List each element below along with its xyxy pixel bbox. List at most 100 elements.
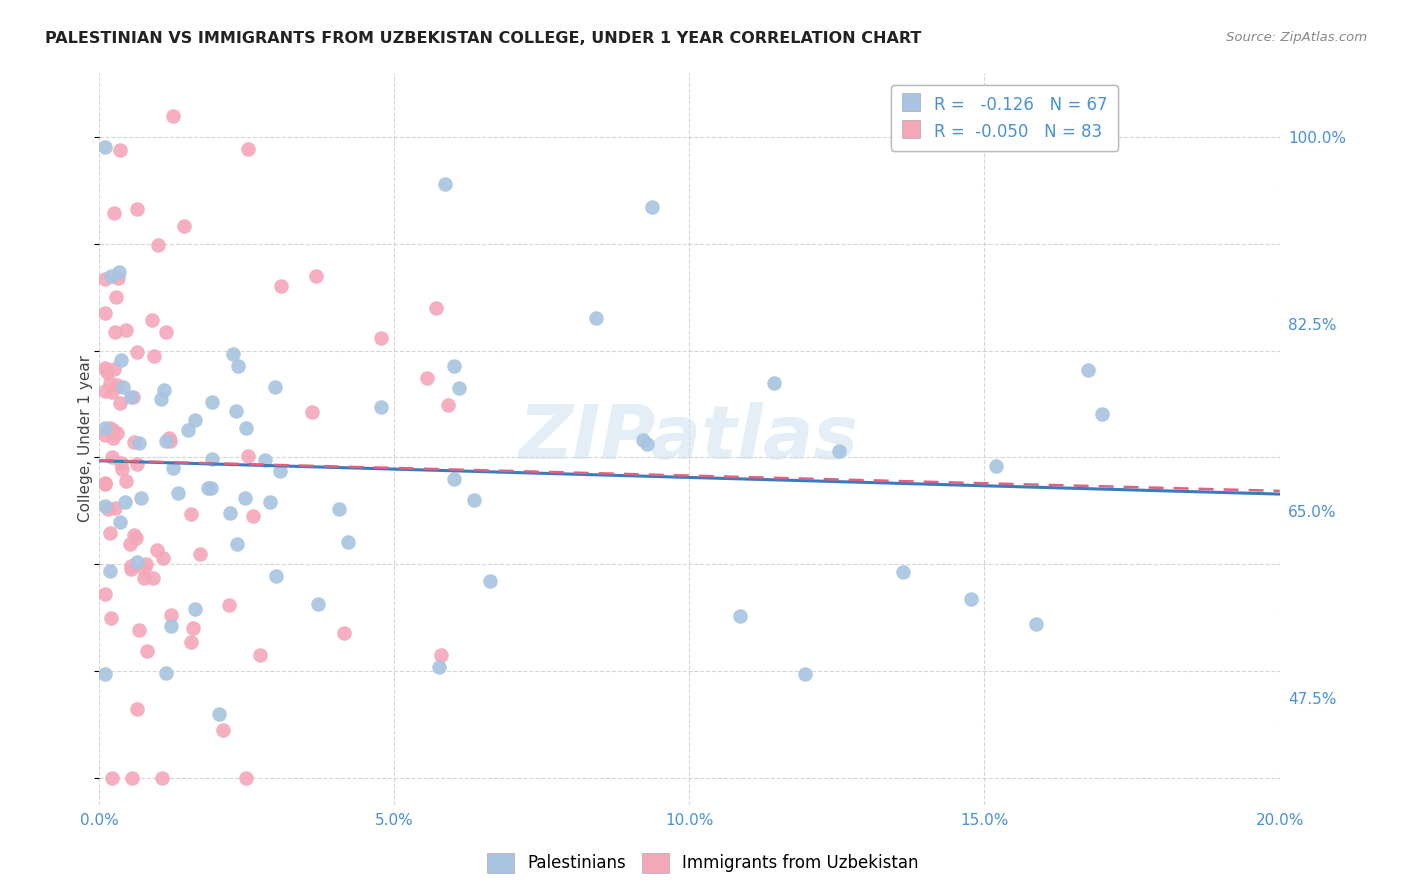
Point — [128, 436, 150, 450]
Point — [118, 537, 141, 551]
Point — [208, 707, 231, 722]
Point — [155, 666, 177, 681]
Point — [97, 502, 120, 516]
Point — [184, 413, 207, 427]
Point — [103, 205, 125, 219]
Point — [122, 528, 145, 542]
Point — [128, 623, 150, 637]
Point — [269, 464, 291, 478]
Point — [219, 506, 242, 520]
Point — [125, 702, 148, 716]
Point — [305, 268, 328, 283]
Point — [443, 359, 465, 373]
Point — [222, 347, 245, 361]
Point — [177, 423, 200, 437]
Point — [641, 200, 664, 214]
Point — [162, 461, 184, 475]
Point — [105, 378, 128, 392]
Point — [132, 571, 155, 585]
Point — [370, 400, 392, 414]
Point — [1091, 407, 1114, 421]
Point — [242, 509, 264, 524]
Point — [828, 444, 851, 458]
Point — [122, 435, 145, 450]
Point — [1025, 617, 1047, 632]
Y-axis label: College, Under 1 year: College, Under 1 year — [79, 355, 93, 523]
Point — [160, 619, 183, 633]
Point — [893, 565, 915, 579]
Point — [212, 723, 235, 737]
Point — [188, 548, 211, 562]
Point — [98, 564, 121, 578]
Point — [125, 531, 148, 545]
Point — [433, 177, 456, 191]
Point — [101, 450, 124, 464]
Point — [180, 635, 202, 649]
Point — [254, 453, 277, 467]
Point — [763, 376, 786, 390]
Point — [110, 456, 132, 470]
Text: PALESTINIAN VS IMMIGRANTS FROM UZBEKISTAN COLLEGE, UNDER 1 YEAR CORRELATION CHAR: PALESTINIAN VS IMMIGRANTS FROM UZBEKISTA… — [45, 31, 921, 46]
Point — [449, 381, 471, 395]
Point — [200, 481, 222, 495]
Point — [328, 502, 350, 516]
Point — [108, 395, 131, 409]
Point — [108, 143, 131, 157]
Point — [336, 534, 359, 549]
Point — [120, 562, 142, 576]
Point — [101, 423, 124, 437]
Point — [225, 404, 247, 418]
Point — [149, 392, 172, 407]
Point — [110, 352, 132, 367]
Point — [585, 311, 607, 326]
Point — [370, 331, 392, 345]
Point — [94, 476, 117, 491]
Point — [125, 555, 148, 569]
Point — [152, 550, 174, 565]
Point — [148, 238, 170, 252]
Legend: Palestinians, Immigrants from Uzbekistan: Palestinians, Immigrants from Uzbekistan — [481, 847, 925, 880]
Point — [94, 475, 117, 490]
Point — [238, 142, 260, 156]
Point — [112, 380, 135, 394]
Text: Source: ZipAtlas.com: Source: ZipAtlas.com — [1226, 31, 1367, 45]
Point — [94, 587, 117, 601]
Point — [270, 279, 292, 293]
Point — [96, 365, 118, 379]
Point — [233, 491, 256, 505]
Point — [146, 543, 169, 558]
Point — [108, 515, 131, 529]
Point — [98, 376, 121, 390]
Point — [201, 452, 224, 467]
Point — [226, 359, 249, 374]
Point — [101, 385, 124, 400]
Point — [114, 495, 136, 509]
Point — [127, 457, 149, 471]
Point — [94, 306, 117, 320]
Point — [180, 508, 202, 522]
Point — [430, 648, 453, 662]
Point — [104, 325, 127, 339]
Point — [107, 270, 129, 285]
Point — [259, 494, 281, 508]
Legend: R =   -0.126   N = 67, R =  -0.050   N = 83: R = -0.126 N = 67, R = -0.050 N = 83 — [891, 85, 1118, 151]
Point — [103, 362, 125, 376]
Point — [104, 501, 127, 516]
Point — [155, 326, 177, 340]
Point — [121, 771, 143, 785]
Point — [167, 485, 190, 500]
Point — [135, 557, 157, 571]
Point — [100, 611, 122, 625]
Point — [150, 771, 173, 785]
Point — [1077, 363, 1099, 377]
Point — [94, 384, 117, 398]
Point — [425, 301, 447, 315]
Point — [141, 313, 163, 327]
Point — [226, 537, 249, 551]
Point — [101, 771, 124, 785]
Point — [793, 667, 815, 681]
Point — [94, 428, 117, 442]
Point — [104, 290, 127, 304]
Point — [94, 272, 117, 286]
Point — [159, 434, 181, 449]
